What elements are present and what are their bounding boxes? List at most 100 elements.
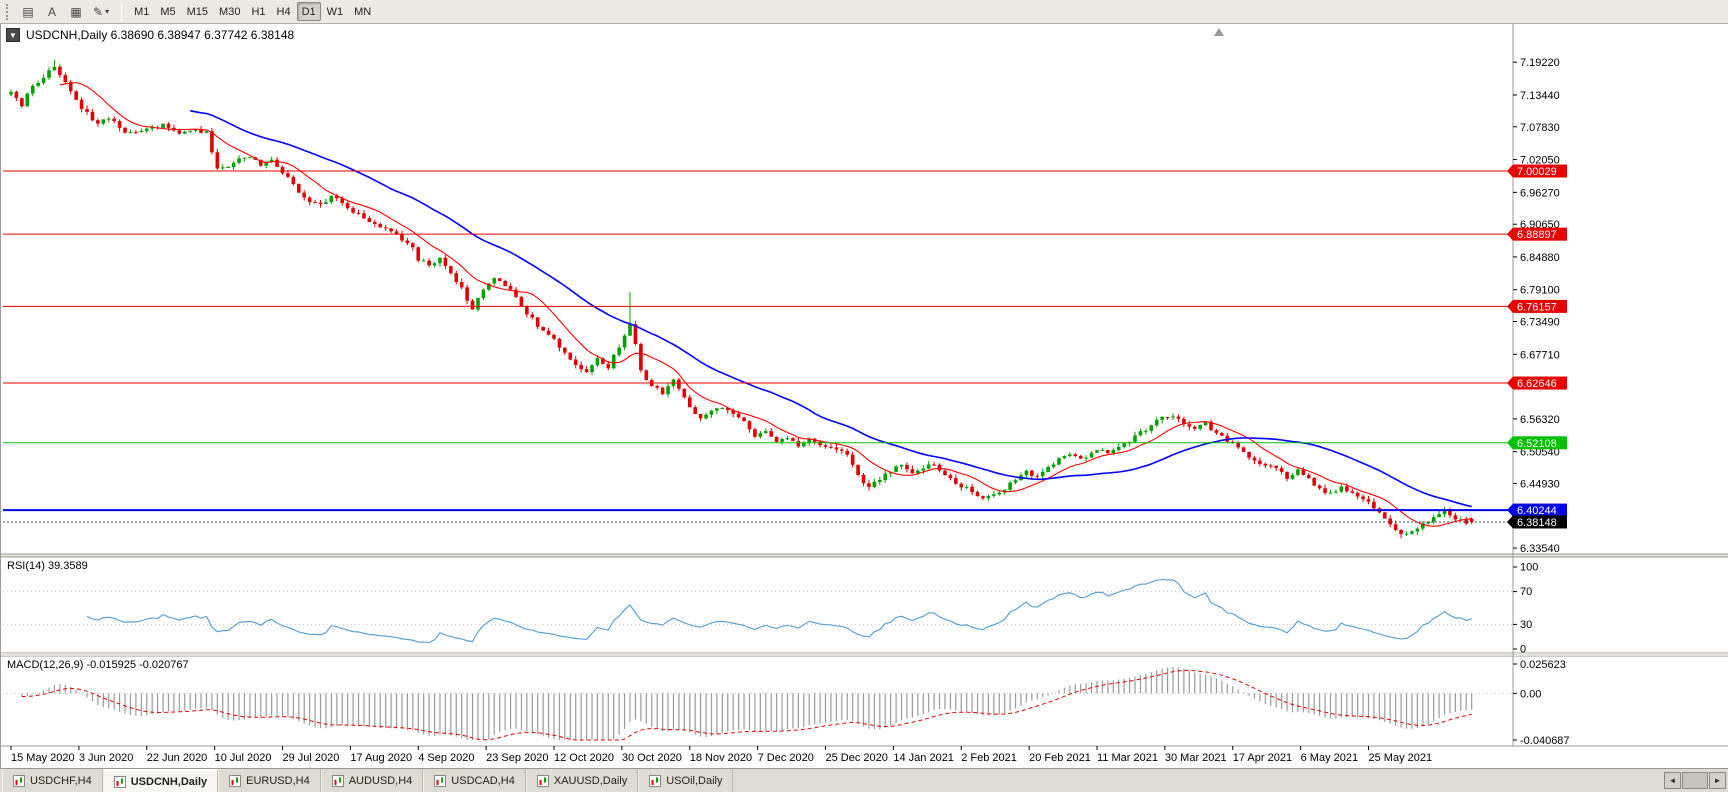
price-badge-6.38148 xyxy=(1513,515,1567,529)
date-tick-label: 30 Oct 2020 xyxy=(622,752,682,764)
macd-tick-label: 0.025623 xyxy=(1520,659,1566,671)
price-badge-arrow xyxy=(1507,227,1513,241)
timeframe-button-d1[interactable]: D1 xyxy=(296,2,321,21)
date-tick-label: 4 Sep 2020 xyxy=(418,752,474,764)
ma-slow-line xyxy=(190,109,1472,508)
chart-tab-icon xyxy=(229,774,242,787)
rsi-tick-label: 70 xyxy=(1520,586,1532,598)
tab-label: AUDUSD,H4 xyxy=(348,774,413,787)
price-badge-6.76157 xyxy=(1513,299,1567,313)
price-tick-label: 6.56320 xyxy=(1520,414,1560,426)
price-badge-label: 6.76157 xyxy=(1517,301,1557,313)
date-tick-label: 11 Mar 2021 xyxy=(1097,752,1158,764)
toolbar-icon-group: ▤ A ▦ ✎ ▾ xyxy=(16,2,114,21)
chart-tab-icon xyxy=(331,774,344,787)
price-tick-label: 6.50540 xyxy=(1520,447,1560,459)
text-tool-icon[interactable]: A xyxy=(47,4,56,19)
ma-fast-line xyxy=(59,81,1472,527)
timeframe-button-h4[interactable]: H4 xyxy=(276,5,291,18)
tab-usoil-daily[interactable]: USOil,Daily xyxy=(638,769,734,792)
chart-window: 7.19220 7.13440 7.07830 7.02050 6.96270 6.906… xyxy=(0,24,1728,768)
price-tick-label: 7.07830 xyxy=(1520,122,1560,134)
chart-menu-button[interactable]: ▼ xyxy=(6,28,20,42)
tab-scroll-left-button[interactable]: ◄ xyxy=(1664,772,1681,789)
price-badge-arrow xyxy=(1507,436,1513,450)
date-tick-label: 15 May 2020 xyxy=(11,752,75,764)
date-tick-label: 23 Sep 2020 xyxy=(486,752,548,764)
tab-usdcad-h4[interactable]: USDCAD,H4 xyxy=(423,769,526,792)
timeframe-button-h1[interactable]: H1 xyxy=(251,5,266,18)
macd-tick-label: -0.040687 xyxy=(1520,735,1570,747)
chart-tabs-bar: USDCHF,H4 USDCNH,Daily EURUSD,H4 AUDUSD,H4 U… xyxy=(0,768,1728,792)
tab-label: USDCHF,H4 xyxy=(30,774,92,787)
chart-tab-icon xyxy=(649,774,662,787)
timeframe-button-m30[interactable]: M30 xyxy=(219,5,241,18)
tab-usdcnh-daily[interactable]: USDCNH,Daily xyxy=(102,769,219,792)
price-badge-6.62646 xyxy=(1513,376,1567,390)
tab-scrollbar-thumb[interactable] xyxy=(1682,772,1708,789)
time-axis[interactable] xyxy=(10,746,1369,750)
chart-tab-icon xyxy=(434,774,447,787)
tab-xauusd-daily[interactable]: XAUUSD,Daily xyxy=(525,769,639,792)
price-tick-label: 6.79100 xyxy=(1520,285,1560,297)
chart-mode-icon[interactable]: ▤ xyxy=(22,4,34,19)
date-tick-label: 25 Dec 2020 xyxy=(826,752,888,764)
rsi-tick-label: 0 xyxy=(1520,644,1526,656)
tab-label: EURUSD,H4 xyxy=(246,774,310,787)
chart-template-icon[interactable]: ▦ xyxy=(70,4,82,19)
price-tick-label: 7.02050 xyxy=(1520,155,1560,167)
price-tick-label: 7.13440 xyxy=(1520,90,1560,102)
price-badge-7.00029 xyxy=(1513,164,1567,178)
date-tick-label: 25 May 2021 xyxy=(1369,752,1433,764)
price-badge-label: 6.88897 xyxy=(1517,229,1557,241)
price-tick-label: 6.44930 xyxy=(1520,479,1560,491)
date-tick-label: 29 Jul 2020 xyxy=(283,752,340,764)
price-badge-label: 6.40244 xyxy=(1517,505,1557,517)
tab-label: USDCNH,Daily xyxy=(130,775,208,788)
date-tick-label: 17 Aug 2020 xyxy=(350,752,412,764)
price-tick-label: 6.67710 xyxy=(1520,349,1560,361)
price-badge-arrow xyxy=(1507,299,1513,313)
tab-eurusd-h4[interactable]: EURUSD,H4 xyxy=(218,769,321,792)
tab-scrollbar: ◄ ► xyxy=(1664,772,1726,789)
chart-background xyxy=(1,24,1728,768)
timeframe-button-m15[interactable]: M15 xyxy=(186,5,209,18)
price-tick-label: 6.33540 xyxy=(1520,543,1560,555)
macd-tick-label: 0.00 xyxy=(1520,688,1541,700)
timeframe-button-m1[interactable]: M1 xyxy=(134,5,150,18)
timeframe-button-w1[interactable]: W1 xyxy=(326,5,344,18)
price-badge-6.88897 xyxy=(1513,227,1567,241)
timeframe-buttons: M1 M5 M15 M30 H1 H4 D1 W1 MN xyxy=(129,2,376,21)
chart-shift-marker[interactable] xyxy=(1214,28,1224,36)
price-badge-arrow xyxy=(1507,376,1513,390)
price-tick-label: 6.73490 xyxy=(1520,317,1560,329)
toolbar-grip[interactable] xyxy=(6,3,10,20)
price-badge-label: 6.62646 xyxy=(1517,378,1557,390)
date-tick-label: 22 Jun 2020 xyxy=(147,752,208,764)
tab-label: USOil,Daily xyxy=(666,774,723,787)
tab-label: XAUUSD,Daily xyxy=(553,774,628,787)
toolbar-separator xyxy=(121,2,123,21)
toolbar: ▤ A ▦ ✎ ▾ M1 M5 M15 M30 H1 H4 D1 W1 MN xyxy=(0,0,1728,24)
timeframe-button-mn[interactable]: MN xyxy=(354,5,372,18)
chart-tab-icon xyxy=(113,775,126,788)
price-badge-6.40244 xyxy=(1513,503,1567,517)
tab-scroll-right-button[interactable]: ► xyxy=(1709,772,1726,789)
rsi-tick-label: 100 xyxy=(1520,562,1538,574)
timeframe-button-m5[interactable]: M5 xyxy=(160,5,176,18)
price-axis[interactable] xyxy=(1513,61,1517,549)
date-tick-label: 7 Dec 2020 xyxy=(758,752,814,764)
tab-usdchf-h4[interactable]: USDCHF,H4 xyxy=(2,769,103,792)
price-badge-arrow xyxy=(1507,164,1513,178)
price-chart-canvas[interactable]: 7.192207.134407.078307.020506.962706.906… xyxy=(1,24,1728,768)
chart-tab-icon xyxy=(13,774,25,787)
tab-audusd-h4[interactable]: AUDUSD,H4 xyxy=(320,769,424,792)
tab-label: USDCAD,H4 xyxy=(451,774,515,787)
chart-tab-icon xyxy=(536,774,549,787)
rsi-line xyxy=(86,578,1472,644)
price-badge-arrow xyxy=(1507,503,1513,517)
macd-signal-line xyxy=(21,669,1472,741)
draw-tool-icon[interactable]: ✎ ▾ xyxy=(93,4,110,19)
date-tick-label: 6 May 2021 xyxy=(1301,752,1358,764)
